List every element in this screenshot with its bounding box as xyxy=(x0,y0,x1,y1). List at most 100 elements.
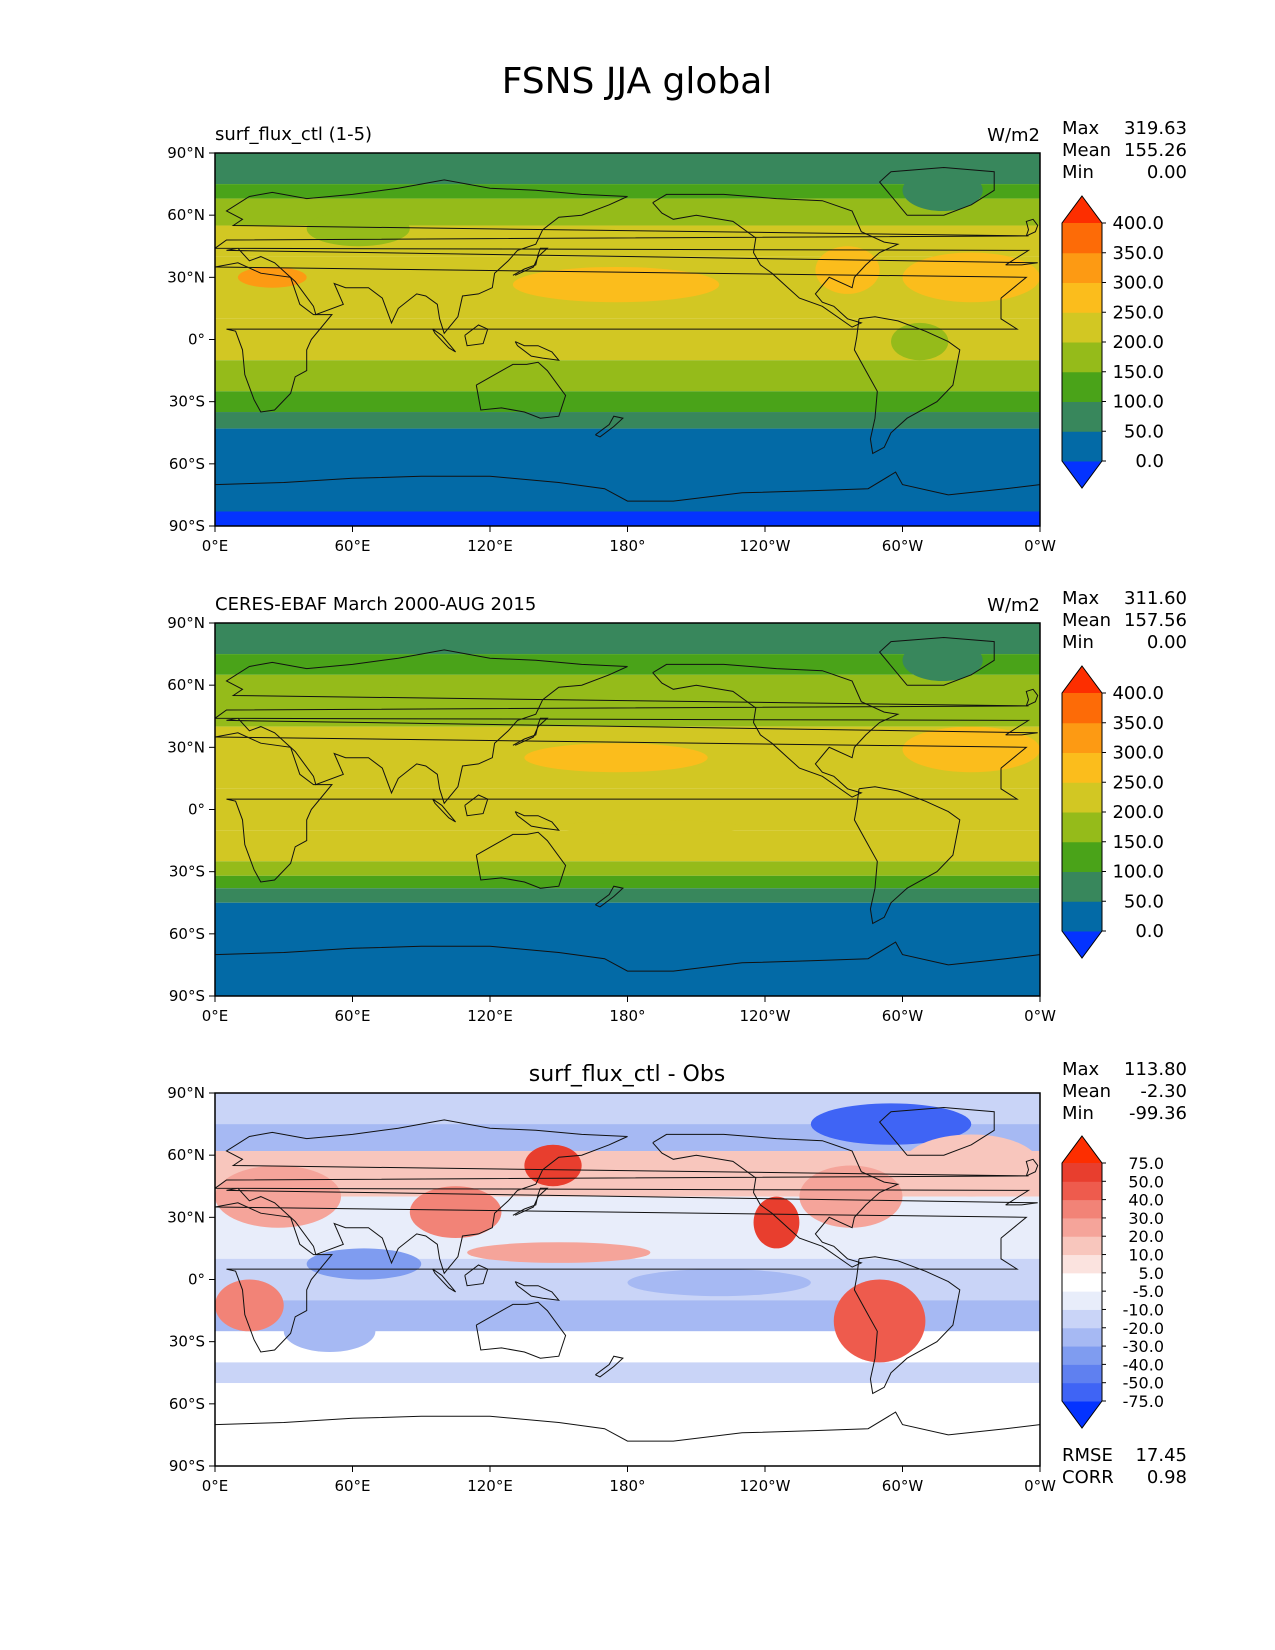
lat-band xyxy=(215,1383,1040,1466)
coastline xyxy=(432,1268,456,1293)
coastline xyxy=(432,798,456,823)
colorbar-label: 250.0 xyxy=(1112,772,1164,793)
lat-band xyxy=(215,875,1040,889)
coastline xyxy=(464,1264,489,1287)
x-tick-label: 60°W xyxy=(882,537,924,555)
field-region xyxy=(215,1279,284,1332)
stat-mean-label: Mean xyxy=(1062,1081,1111,1102)
stat-min-value: -99.36 xyxy=(1129,1103,1187,1124)
coastline xyxy=(215,179,1038,335)
x-tick-label: 0°E xyxy=(202,1007,229,1025)
colorbar-label: -40.0 xyxy=(1123,1355,1164,1374)
panel-model: surf_flux_ctl (1-5) W/m2 Max 319.63 Mean… xyxy=(167,118,1187,555)
x-tick-label: 120°W xyxy=(740,1007,791,1025)
lat-band xyxy=(215,623,1040,655)
colorbar-label: 20.0 xyxy=(1128,1227,1164,1246)
coastline xyxy=(514,811,560,831)
stat-max-label: Max xyxy=(1062,588,1100,609)
coastline xyxy=(652,663,900,798)
x-tick-label: 0°E xyxy=(202,537,229,555)
coastline xyxy=(215,649,1038,805)
y-tick-label: 0° xyxy=(188,331,205,349)
stat-min-label: Min xyxy=(1062,632,1094,653)
colorbar-segment xyxy=(1062,1136,1102,1163)
colorbar-segment xyxy=(1062,1163,1102,1182)
field-region xyxy=(891,322,949,361)
stat-min-label: Min xyxy=(1062,162,1094,183)
field-region xyxy=(512,266,720,303)
colorbar-label: 400.0 xyxy=(1112,213,1164,234)
coastline xyxy=(475,1301,567,1359)
colorbar-segment xyxy=(1062,196,1102,223)
y-tick-label: 90°S xyxy=(169,987,205,1005)
field-region xyxy=(237,266,307,288)
corr-label: CORR xyxy=(1062,1467,1114,1488)
coastline xyxy=(464,794,489,817)
colorbar-segment xyxy=(1062,1272,1102,1292)
y-tick-label: 30°N xyxy=(167,268,205,286)
y-tick-label: 90°N xyxy=(167,144,205,162)
panel-title: CERES-EBAF March 2000-AUG 2015 xyxy=(215,594,536,615)
coastline xyxy=(853,316,961,455)
colorbar-label: 200.0 xyxy=(1112,332,1164,353)
x-tick-label: 60°E xyxy=(334,537,370,555)
x-tick-label: 120°E xyxy=(467,537,513,555)
lat-band xyxy=(215,902,1040,996)
y-tick-label: 60°S xyxy=(169,455,205,473)
field-region xyxy=(815,246,880,294)
coastline xyxy=(1025,1158,1039,1177)
coastline xyxy=(475,361,567,419)
coastline xyxy=(514,1281,560,1301)
y-tick-label: 30°N xyxy=(167,1208,205,1226)
map-field xyxy=(215,1093,1040,1466)
stat-max-label: Max xyxy=(1062,1059,1100,1080)
colorbar-segment xyxy=(1062,1382,1102,1402)
colorbar-segment xyxy=(1062,1236,1102,1256)
field-region xyxy=(283,1310,376,1353)
y-tick-label: 90°S xyxy=(169,517,205,535)
coastline xyxy=(652,193,900,328)
coastline xyxy=(853,786,961,925)
field-region xyxy=(902,726,1040,773)
rmse-label: RMSE xyxy=(1062,1445,1113,1466)
map-field xyxy=(215,153,1040,526)
colorbar-label: 0.0 xyxy=(1135,451,1164,472)
stat-mean-value: 155.26 xyxy=(1124,140,1187,161)
colorbar-segment xyxy=(1062,1346,1102,1365)
coastline xyxy=(595,885,624,908)
coastline xyxy=(215,941,1040,972)
field-region xyxy=(467,1242,651,1263)
coastline xyxy=(595,1355,624,1378)
x-tick-label: 0°W xyxy=(1024,1007,1056,1025)
lat-band xyxy=(215,830,1040,862)
y-axis: 90°N 60°N 30°N 0° 30°S 60°S 90°S xyxy=(167,1084,215,1475)
colorbar-label: 5.0 xyxy=(1139,1264,1164,1283)
colorbar-label: 30.0 xyxy=(1128,1209,1164,1228)
y-axis: 90°N 60°N 30°N 0° 30°S 60°S 90°S xyxy=(167,614,215,1005)
x-tick-label: 120°E xyxy=(467,1477,513,1495)
colorbar-segment xyxy=(1062,666,1102,693)
field-region xyxy=(306,1248,422,1280)
y-tick-label: 0° xyxy=(188,1271,205,1289)
colorbar-segment xyxy=(1062,431,1102,462)
coastline xyxy=(215,1411,1040,1442)
y-tick-label: 60°N xyxy=(167,206,205,224)
colorbar-segment xyxy=(1062,312,1102,343)
colorbar-segment xyxy=(1062,901,1102,932)
coastline xyxy=(512,1187,549,1216)
colorbar-segment xyxy=(1062,752,1102,783)
colorbar-label: -20.0 xyxy=(1123,1319,1164,1338)
field-region xyxy=(352,685,445,717)
colorbar-segment xyxy=(1062,1199,1102,1219)
colorbar-segment xyxy=(1062,1254,1102,1274)
colorbar-segment xyxy=(1062,401,1102,432)
coastline xyxy=(215,262,1028,413)
coastlines xyxy=(215,1106,1040,1442)
coastline xyxy=(878,636,995,686)
panel-units: W/m2 xyxy=(987,595,1040,616)
stat-max-value: 319.63 xyxy=(1124,118,1187,139)
coastline xyxy=(878,166,995,216)
y-tick-label: 90°N xyxy=(167,614,205,632)
x-tick-label: 0°W xyxy=(1024,1477,1056,1495)
colorbar-segment xyxy=(1062,931,1102,958)
